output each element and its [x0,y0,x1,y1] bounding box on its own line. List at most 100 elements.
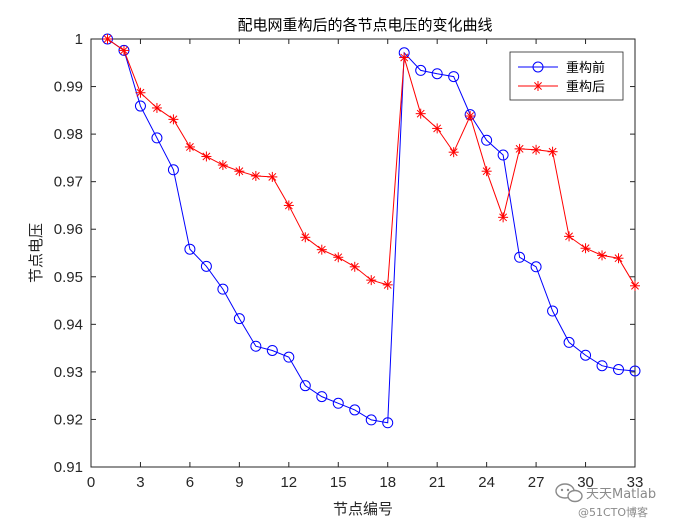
y-tick-label: 0.92 [54,411,83,428]
data-point [481,134,493,146]
legend-marker [532,61,544,73]
data-point [283,200,294,211]
x-tick-label: 18 [379,474,396,491]
data-point [365,414,377,426]
data-point [514,251,526,263]
data-point [597,250,608,261]
data-point [283,351,295,363]
data-point [630,280,640,291]
data-point [564,231,575,242]
legend-label: 重构前 [566,60,605,76]
x-tick-label: 0 [87,474,95,491]
data-point [613,253,624,264]
data-point [547,305,559,317]
data-point [267,171,278,182]
data-point [300,232,311,243]
watermark-site: @51CTO博客 [578,505,648,519]
data-point [563,336,575,348]
x-tick-label: 6 [186,474,194,491]
data-point [349,261,360,272]
watermark-brand: 天天Matlab [586,487,656,502]
data-point [184,243,196,255]
data-point [134,100,146,112]
data-point [498,212,509,223]
data-point [217,283,229,295]
chart-title: 配电网重构后的各节点电压的变化曲线 [237,16,492,34]
y-tick-label: 1 [75,31,83,48]
data-point [415,64,427,76]
data-point [465,111,476,122]
y-tick-label: 0.95 [54,269,83,286]
y-tick-label: 0.96 [54,221,83,238]
x-tick-label: 3 [136,474,144,491]
y-tick-label: 0.98 [54,126,83,143]
data-point [514,143,525,154]
data-point [382,279,393,290]
data-point [448,147,459,158]
legend-item: 重构后 [518,79,605,95]
data-point [184,141,195,152]
data-point [201,151,212,162]
data-point [580,349,592,361]
data-point [596,360,608,372]
data-point [349,404,361,416]
data-point [448,71,460,83]
data-point [629,365,641,377]
legend-box [509,51,624,101]
data-point [415,108,426,119]
data-point [547,146,558,157]
y-tick-label: 0.93 [54,364,83,381]
data-point [118,45,129,56]
data-point [217,160,228,171]
series-2 [102,34,640,291]
data-point [382,417,394,429]
legend-label: 重构后 [566,79,605,95]
data-point [266,344,278,356]
data-point [497,149,509,161]
data-point [432,123,443,134]
watermark: 天天Matlab @51CTO博客 [555,483,656,519]
data-point [135,87,146,98]
x-tick-label: 12 [280,474,297,491]
data-point [613,364,625,376]
x-tick-label: 21 [429,474,446,491]
plot-area [90,38,636,468]
data-point [250,340,262,352]
y-tick-label: 0.99 [54,79,83,96]
x-tick-label: 9 [235,474,243,491]
data-point [332,397,344,409]
data-point [234,166,245,177]
y-axis-label: 节点电压 [27,223,45,283]
data-point [151,102,162,113]
data-point [333,252,344,263]
x-tick-label: 33 [627,474,644,491]
data-point [167,164,179,176]
y-tick-label: 0.94 [54,316,83,333]
data-point [233,313,245,325]
data-point [299,380,311,392]
axis-ticks: 0 3 6 9 12 15 18 21 24 27 30 33 0.91 0.92 0.93 0.94 0.95… [54,31,644,491]
data-point [580,243,591,254]
x-tick-label: 27 [528,474,545,491]
data-point [531,144,542,155]
x-axis-label: 节点编号 [333,500,393,518]
x-tick-label: 15 [330,474,347,491]
data-point [530,261,542,273]
x-tick-label: 30 [577,474,594,491]
data-point [316,391,328,403]
series-layer [101,33,641,429]
y-tick-label: 0.91 [54,459,83,476]
series-line [107,38,636,424]
legend-item: 重构前 [518,60,605,76]
data-point [481,166,492,177]
wechat-icon [555,483,583,503]
data-point [431,68,443,80]
data-point [168,114,179,125]
y-tick-label: 0.97 [54,174,83,191]
data-point [250,170,261,181]
data-point [102,34,113,44]
data-point [366,275,377,286]
data-point [316,244,327,255]
